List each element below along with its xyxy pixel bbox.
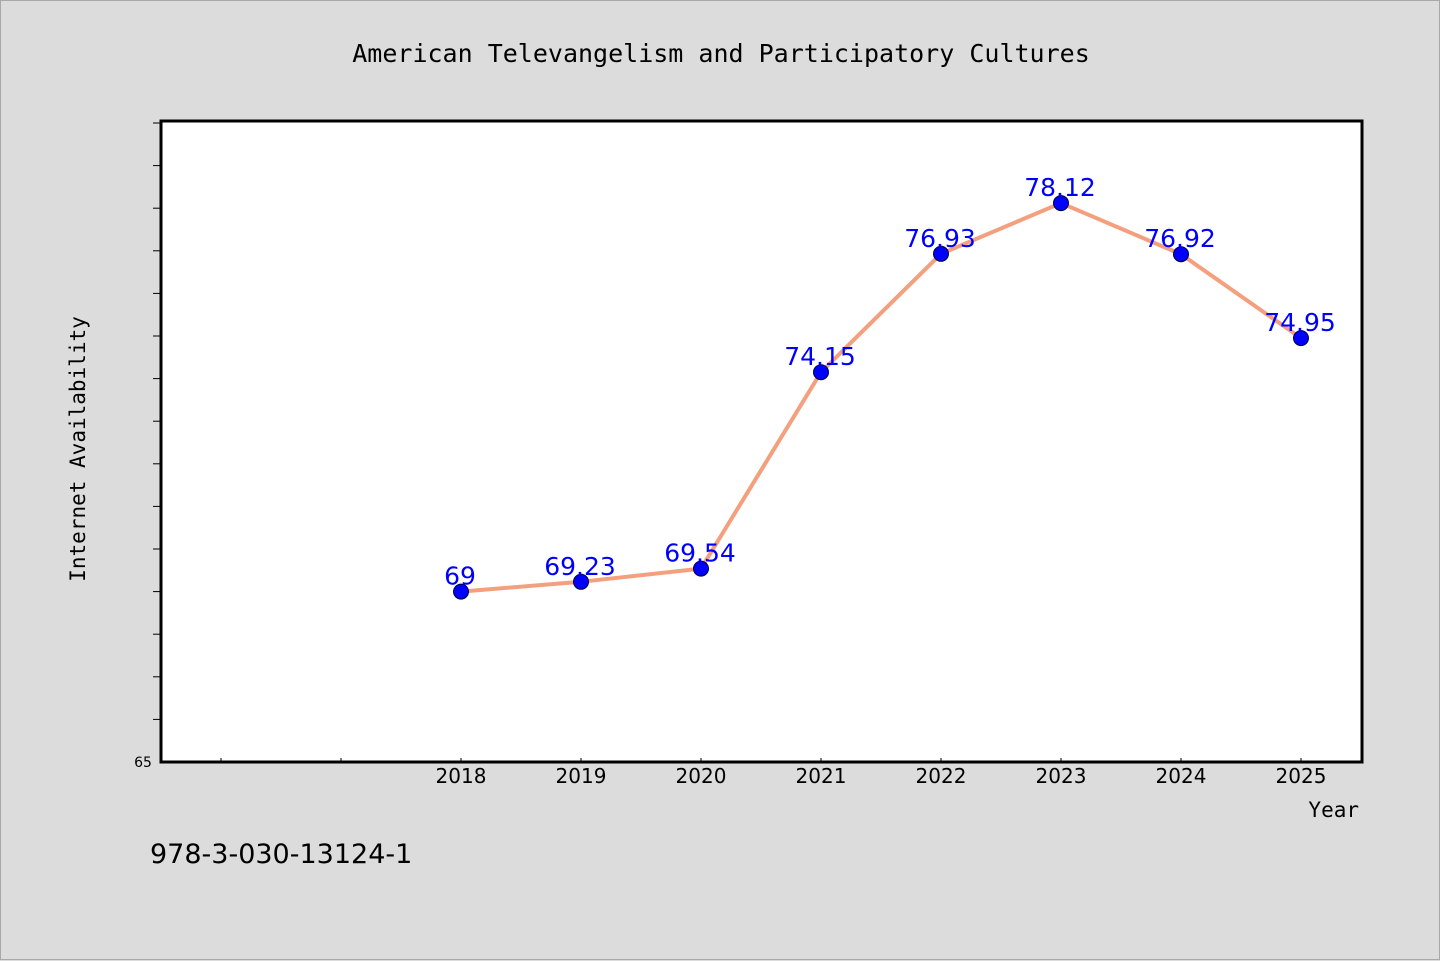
chart-title: American Televangelism and Participatory… (352, 39, 1090, 68)
x-axis-label: Year (1308, 798, 1359, 822)
y-axis-ticks (153, 122, 161, 720)
data-point (1053, 195, 1069, 212)
x-tick-label: 2025 (1276, 764, 1327, 788)
series-line (460, 201, 1303, 594)
x-axis-tick-labels: 2018 2019 2020 2021 2022 2023 2024 2025 (436, 764, 1327, 788)
data-label: 76.92 (1144, 224, 1216, 253)
data-label: 74.15 (784, 342, 856, 371)
series-values: 69 69.23 69.54 74.15 76.93 78.12 76.92 74.95 (444, 173, 1336, 600)
isbn-label: 978-3-030-13124-1 (150, 839, 412, 870)
data-point (693, 560, 709, 577)
y-tick-label-min: 65 (134, 755, 152, 771)
data-label: 69.23 (544, 552, 616, 581)
x-tick-label: 2018 (436, 764, 487, 788)
data-point (1173, 246, 1189, 263)
data-point (573, 573, 589, 590)
y-axis-label: Internet Availability (66, 316, 90, 582)
x-tick-label: 2022 (916, 764, 967, 788)
data-label: 76.93 (904, 224, 976, 253)
x-tick-label: 2019 (556, 764, 607, 788)
x-tick-label: 2020 (676, 764, 727, 788)
data-point (453, 583, 469, 600)
data-point (933, 245, 949, 262)
data-label: 78.12 (1024, 173, 1096, 202)
data-label: 74.95 (1264, 308, 1336, 337)
data-point (1293, 330, 1309, 347)
x-axis-minor-ticks (220, 758, 1302, 762)
data-label: 69.54 (664, 539, 736, 568)
x-tick-label: 2024 (1156, 764, 1207, 788)
data-label: 69 (444, 562, 476, 591)
x-tick-label: 2021 (796, 764, 847, 788)
plot-area (159, 119, 1364, 764)
data-point (813, 364, 829, 381)
x-tick-label: 2023 (1036, 764, 1087, 788)
